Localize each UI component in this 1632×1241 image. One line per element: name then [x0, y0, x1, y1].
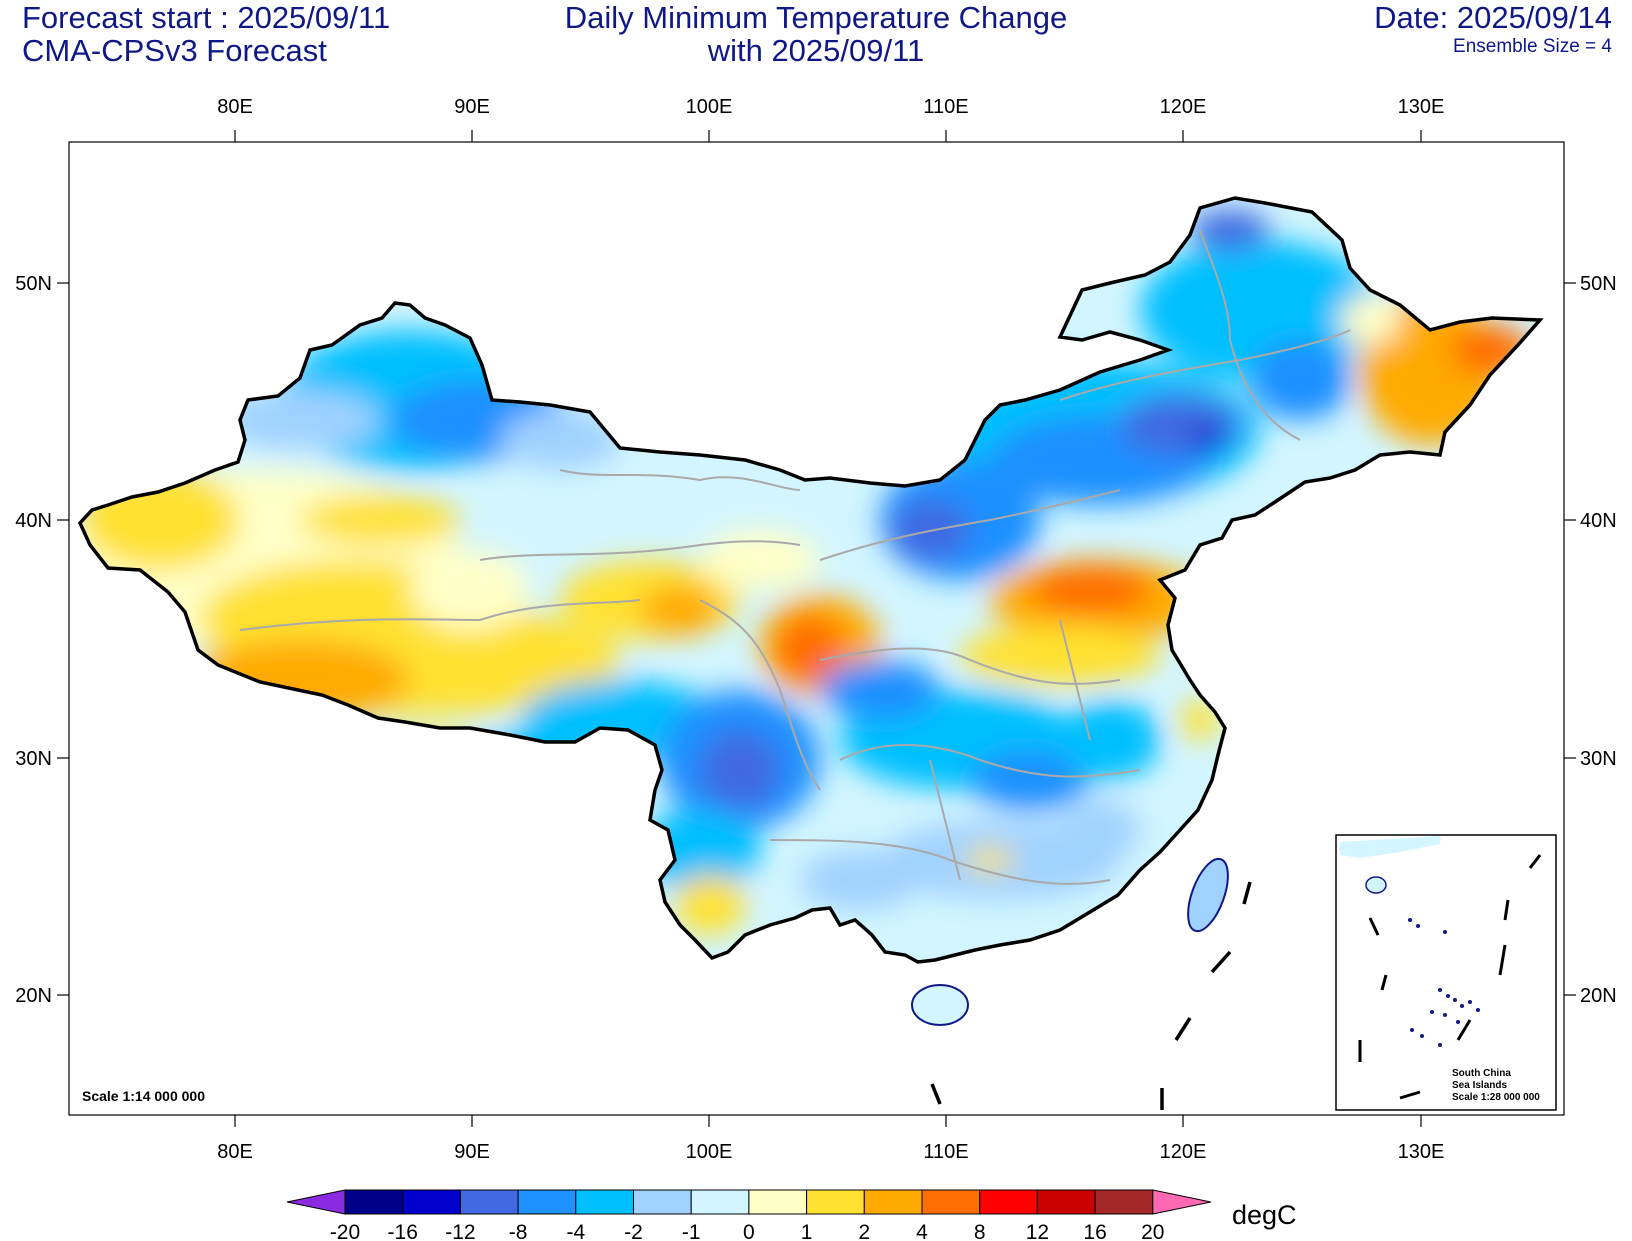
header-center: Daily Minimum Temperature Change with 20… — [0, 2, 1632, 68]
forecast-start: Forecast start : 2025/09/11 — [22, 0, 391, 35]
colorbar-swatch — [459, 1189, 519, 1215]
colorbar-swatch — [344, 1189, 404, 1215]
colorbar: -20 -16 -12 -8 -4 -2 -1 0 1 2 4 8 12 16 20 — [286, 1189, 1211, 1241]
lat-label-left: 20N — [15, 985, 52, 1007]
lon-label-top: 110E — [923, 96, 968, 118]
colorbar-unit: degC — [1232, 1200, 1297, 1230]
colorbar-tick-label: 4 — [916, 1221, 928, 1241]
lon-label-bottom: 110E — [923, 1141, 968, 1163]
colorbar-tick-label: 12 — [1026, 1221, 1049, 1241]
map-title-line1: Daily Minimum Temperature Change — [564, 0, 1068, 35]
lat-label-left: 40N — [15, 510, 52, 532]
colorbar-tick-label: 0 — [743, 1221, 755, 1241]
colorbar-tick-label: -16 — [388, 1221, 418, 1241]
colorbar-tick-label: 1 — [801, 1221, 813, 1241]
model-name: CMA-CPSv3 Forecast — [22, 33, 327, 68]
lon-label-bottom: 90E — [454, 1141, 490, 1163]
colorbar-tick-label: -2 — [624, 1221, 643, 1241]
lon-label-top: 80E — [217, 96, 253, 118]
lon-label-top: 100E — [686, 96, 733, 118]
inset-label-2: Sea Islands — [1452, 1080, 1507, 1091]
inset-map: South China Sea Islands Scale 1:28 000 0… — [1335, 834, 1557, 1111]
lat-label-right: 30N — [1580, 748, 1617, 770]
map-title-line2: with 2025/09/11 — [707, 33, 925, 68]
colorbar-swatch — [748, 1189, 808, 1215]
inset-label-1: South China — [1452, 1068, 1511, 1079]
colorbar-under-arrow — [286, 1189, 346, 1215]
lon-label-bottom: 130E — [1398, 1141, 1445, 1163]
lat-label-right: 50N — [1580, 273, 1617, 295]
lon-label-top: 130E — [1398, 96, 1445, 118]
lon-label-top: 120E — [1160, 96, 1207, 118]
colorbar-swatch — [979, 1189, 1038, 1215]
colorbar-swatch — [575, 1189, 634, 1215]
colorbar-tick-label: 8 — [974, 1221, 986, 1241]
ensemble-size: Ensemble Size = 4 — [1453, 36, 1612, 57]
colorbar-swatch — [690, 1189, 750, 1215]
colorbar-tick-label: 2 — [858, 1221, 870, 1241]
header-right: Date: 2025/09/14 Ensemble Size = 4 — [1374, 2, 1612, 56]
colorbar-swatch — [1094, 1189, 1154, 1215]
lon-labels: 80E 90E 100E 110E 120E 130E 80E 90E 100E… — [217, 96, 1444, 1163]
colorbar-swatch — [402, 1189, 461, 1215]
colorbar-over-arrow — [1152, 1189, 1211, 1215]
colorbar-swatch — [921, 1189, 981, 1215]
lat-labels: 50N 40N 30N 20N 50N 40N 30N 20N — [15, 273, 1616, 1007]
colorbar-swatch — [517, 1189, 577, 1215]
colorbar-swatch — [806, 1189, 865, 1215]
tick-marks — [57, 130, 1576, 1127]
colorbar-swatch — [863, 1189, 923, 1215]
hainan-island — [911, 984, 969, 1026]
lon-label-bottom: 100E — [686, 1141, 733, 1163]
colorbar-swatch — [1036, 1189, 1096, 1215]
lat-label-left: 30N — [15, 748, 52, 770]
lon-label-top: 90E — [454, 96, 490, 118]
colorbar-tick-label: -20 — [330, 1221, 360, 1241]
boundary-dashes — [930, 881, 1252, 1110]
colorbar-tick-label: -8 — [509, 1221, 528, 1241]
colorbar-tick-label: -12 — [445, 1221, 475, 1241]
lat-label-right: 20N — [1580, 985, 1617, 1007]
taiwan-island — [1187, 857, 1229, 933]
colorbar-tick-label: 16 — [1083, 1221, 1106, 1241]
lon-label-bottom: 80E — [217, 1141, 253, 1163]
lon-label-bottom: 120E — [1160, 1141, 1207, 1163]
colorbar-tick-label: -1 — [682, 1221, 701, 1241]
colorbar-tick-label: -4 — [566, 1221, 585, 1241]
colorbar-swatch — [633, 1189, 692, 1215]
colorbar-tick-label: 20 — [1141, 1221, 1164, 1241]
inset-label-3: Scale 1:28 000 000 — [1452, 1092, 1540, 1103]
valid-date: Date: 2025/09/14 — [1374, 0, 1612, 35]
map-scale: Scale 1:14 000 000 — [82, 1088, 205, 1104]
header-left: Forecast start : 2025/09/11 CMA-CPSv3 Fo… — [22, 2, 390, 68]
lat-label-left: 50N — [15, 273, 52, 295]
lat-label-right: 40N — [1580, 510, 1617, 532]
